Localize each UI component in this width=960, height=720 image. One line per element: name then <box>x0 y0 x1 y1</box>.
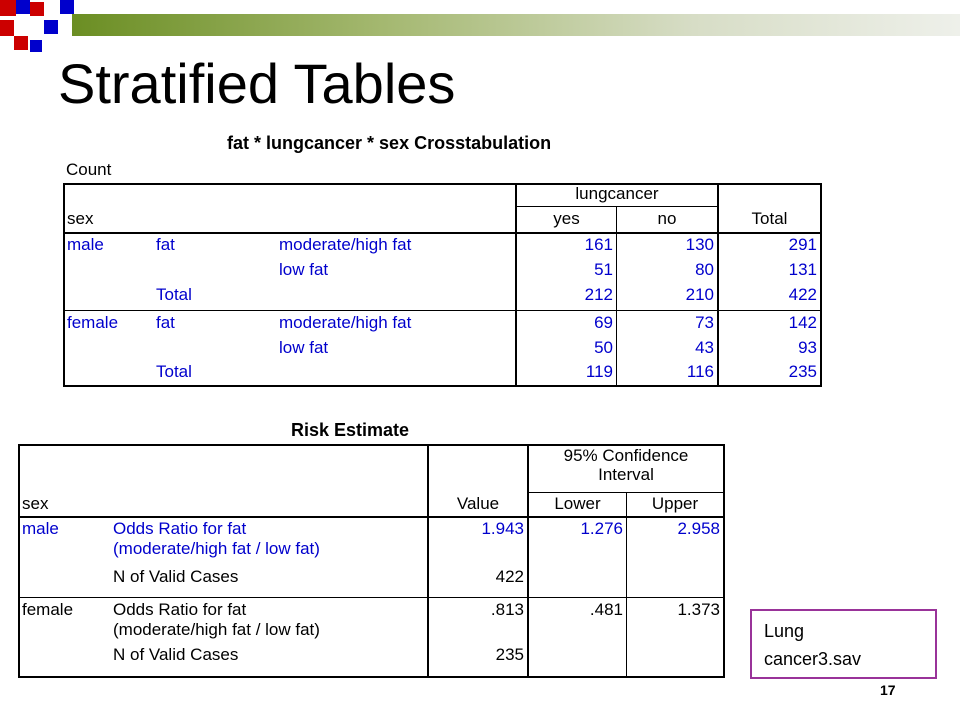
yes-cell: 119 <box>585 362 613 381</box>
no-cell: 210 <box>685 285 714 304</box>
ci-upper-value: 2.958 <box>677 519 720 538</box>
yes-cell: 69 <box>594 313 613 332</box>
yes-cell: 51 <box>594 260 613 279</box>
odds-ratio-label-detail: (moderate/high fat / low fat) <box>113 539 320 558</box>
upper-header: Upper <box>651 494 699 513</box>
valid-cases-label: N of Valid Cases <box>113 645 239 664</box>
decorative-square-red <box>30 2 44 16</box>
file-callout: Lung cancer3.sav <box>750 609 937 679</box>
yes-cell: 50 <box>594 338 613 357</box>
total-cell: 422 <box>788 285 817 304</box>
yes-cell: 161 <box>584 235 613 254</box>
no-cell: 43 <box>695 338 714 357</box>
valid-cases-value: 235 <box>495 645 524 664</box>
total-header: Total <box>751 209 788 228</box>
odds-ratio-value: .813 <box>490 600 524 619</box>
ci-lower-value: .481 <box>589 600 623 619</box>
level-cell: low fat <box>279 260 329 279</box>
level-cell: low fat <box>279 338 329 357</box>
yes-header: yes <box>553 209 580 228</box>
lungcancer-header: lungcancer <box>575 184 659 203</box>
total-cell: 291 <box>788 235 817 254</box>
subtotal-label: Total <box>156 362 192 381</box>
value-header: Value <box>456 494 500 513</box>
decorative-square-blue <box>16 0 30 14</box>
lower-header: Lower <box>554 494 601 513</box>
total-cell: 131 <box>788 260 817 279</box>
sex-cell-male: male <box>22 519 59 538</box>
ci-header-line1: 95% Confidence <box>563 446 689 465</box>
callout-line-2: cancer3.sav <box>764 649 862 669</box>
no-cell: 73 <box>695 313 714 332</box>
no-header: no <box>657 209 677 228</box>
no-cell: 130 <box>685 235 714 254</box>
sex-header: sex <box>22 494 49 513</box>
crosstab-caption: fat * lungcancer * sex Crosstabulation <box>227 133 552 153</box>
subtotal-label: Total <box>156 285 192 304</box>
sex-cell-female: female <box>22 600 74 619</box>
odds-ratio-label: Odds Ratio for fat <box>113 519 247 538</box>
odds-ratio-label-detail: (moderate/high fat / low fat) <box>113 620 320 639</box>
header-gradient-bar <box>72 14 960 36</box>
count-label: Count <box>66 160 112 179</box>
sex-cell-female: female <box>67 313 119 332</box>
page-number: 17 <box>880 682 896 698</box>
fat-cell: fat <box>156 235 175 254</box>
sex-cell-male: male <box>67 235 104 254</box>
no-cell: 116 <box>686 362 714 381</box>
decorative-square-blue <box>60 0 74 14</box>
ci-header-line2: Interval <box>598 465 654 484</box>
decorative-square-blue <box>30 40 42 52</box>
total-cell: 142 <box>788 313 817 332</box>
no-cell: 80 <box>695 260 714 279</box>
level-cell: moderate/high fat <box>279 235 412 254</box>
yes-cell: 212 <box>584 285 613 304</box>
valid-cases-value: 422 <box>495 567 524 586</box>
decorative-square-blue <box>44 20 58 34</box>
odds-ratio-value: 1.943 <box>481 519 524 538</box>
callout-line-1: Lung <box>764 621 805 641</box>
sex-header: sex <box>67 209 94 228</box>
odds-ratio-label: Odds Ratio for fat <box>113 600 247 619</box>
total-cell: 235 <box>788 362 817 381</box>
slide-title: Stratified Tables <box>58 52 456 115</box>
total-cell: 93 <box>798 338 817 357</box>
decorative-square-red <box>14 36 28 50</box>
ci-upper-value: 1.373 <box>677 600 720 619</box>
level-cell: moderate/high fat <box>279 313 412 332</box>
valid-cases-label: N of Valid Cases <box>113 567 239 586</box>
risk-caption: Risk Estimate <box>291 420 410 440</box>
fat-cell: fat <box>156 313 175 332</box>
decorative-square-red <box>0 0 16 16</box>
decorative-square-red <box>0 20 14 36</box>
ci-lower-value: 1.276 <box>580 519 623 538</box>
